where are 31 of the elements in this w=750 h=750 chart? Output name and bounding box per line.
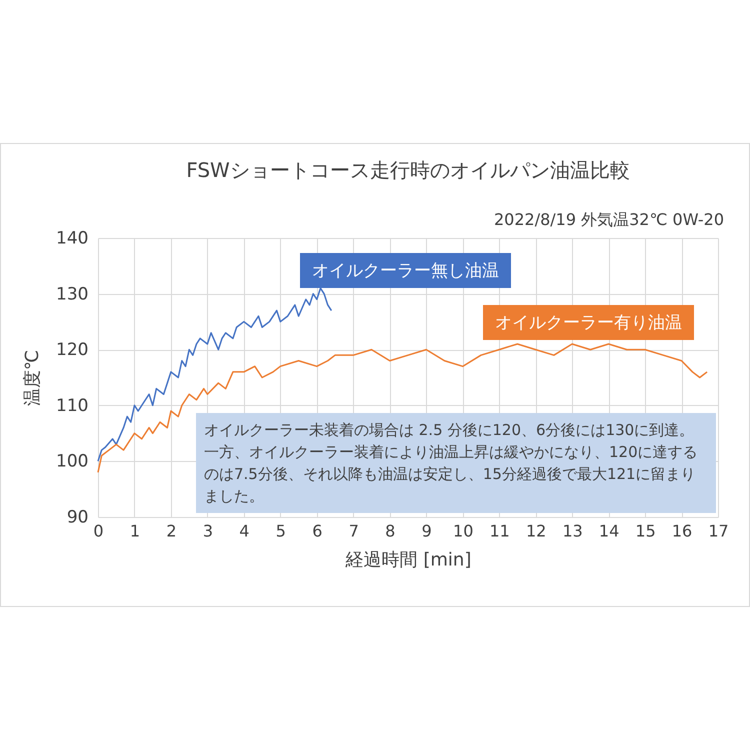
x-tick-label: 13 <box>562 522 583 540</box>
x-tick-label: 10 <box>453 522 474 540</box>
x-tick-label: 14 <box>598 522 620 540</box>
x-tick-label: 12 <box>526 522 546 540</box>
y-tick-label: 140 <box>56 228 88 248</box>
y-tick-label: 90 <box>66 508 88 528</box>
y-tick-label: 110 <box>56 396 88 416</box>
series-label: オイルクーラー無し油温 <box>300 253 511 288</box>
chart-title: FSWショートコース走行時のオイルパン油温比較 <box>186 158 630 182</box>
x-tick-label: 7 <box>348 522 359 540</box>
chart-subtitle: 2022/8/19 外気温32℃ 0W-20 <box>494 210 724 231</box>
x-tick-label: 1 <box>130 522 140 540</box>
annotation: オイルクーラー未装着の場合は 2.5 分後に120、6分後には130に到達。一方、オイルクーラー装着により油温上昇は緩やかになり、120に達するのは7.5分後、それ以降も油温は安定し、15分経過後で最大121に留まりました。 <box>196 413 716 513</box>
x-tick-label: 4 <box>239 522 250 540</box>
x-tick-label: 17 <box>708 522 729 540</box>
y-tick-label: 130 <box>56 284 88 304</box>
x-tick-label: 11 <box>489 522 510 540</box>
y-tick-label: 120 <box>56 340 88 360</box>
x-tick-label: 3 <box>202 522 214 540</box>
x-tick-label: 5 <box>276 522 286 540</box>
x-axis-title: 経過時間 [min] <box>344 550 472 570</box>
x-tick-label: 16 <box>672 522 692 540</box>
x-tick-label: 15 <box>635 522 656 540</box>
x-tick-label: 6 <box>312 522 322 540</box>
series-label: オイルクーラー有り油温 <box>483 305 694 340</box>
y-axis-title: 温度℃ <box>22 350 44 406</box>
y-tick-label: 100 <box>56 452 88 472</box>
x-tick-label: 8 <box>385 522 396 540</box>
x-tick-label: 0 <box>93 522 104 540</box>
x-tick-label: 9 <box>422 522 432 540</box>
x-tick-label: 2 <box>166 522 177 540</box>
